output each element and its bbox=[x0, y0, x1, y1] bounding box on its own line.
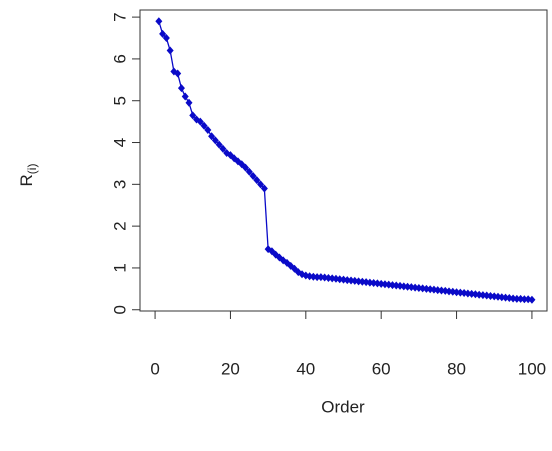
point bbox=[520, 295, 528, 304]
y-tick-label: 6 bbox=[110, 54, 129, 63]
point bbox=[155, 17, 163, 26]
point bbox=[162, 34, 170, 43]
point bbox=[513, 294, 521, 303]
y-axis-label-main: R bbox=[17, 174, 36, 186]
point bbox=[196, 117, 204, 126]
x-tick-label: 20 bbox=[221, 359, 240, 378]
point bbox=[208, 132, 216, 141]
point bbox=[249, 171, 257, 180]
y-tick-label: 5 bbox=[110, 96, 129, 105]
point bbox=[166, 46, 174, 55]
point bbox=[260, 184, 268, 193]
point bbox=[215, 140, 223, 149]
point bbox=[159, 29, 167, 38]
point bbox=[185, 98, 193, 107]
y-tick-label: 3 bbox=[110, 180, 129, 189]
point bbox=[219, 144, 227, 153]
x-tick-label: 60 bbox=[372, 359, 391, 378]
point bbox=[200, 121, 208, 130]
x-axis-label: Order bbox=[321, 397, 365, 416]
plot-box bbox=[139, 9, 548, 312]
point bbox=[177, 84, 185, 93]
point bbox=[189, 111, 197, 120]
x-tick-label: 0 bbox=[150, 359, 159, 378]
point bbox=[313, 273, 321, 282]
point bbox=[174, 69, 182, 78]
point bbox=[242, 163, 250, 172]
x-tick-label: 80 bbox=[447, 359, 466, 378]
y-axis-label: R(i) bbox=[17, 164, 39, 187]
point bbox=[245, 167, 253, 176]
y-tick-label: 2 bbox=[110, 221, 129, 230]
series-line bbox=[158, 21, 532, 301]
y-axis-label-sub: (i) bbox=[25, 164, 39, 175]
point bbox=[181, 92, 189, 101]
point bbox=[211, 136, 219, 145]
point bbox=[204, 125, 212, 134]
point bbox=[257, 180, 265, 189]
y-tick-label: 4 bbox=[110, 138, 129, 147]
point bbox=[253, 176, 261, 185]
x-tick-label: 100 bbox=[518, 359, 546, 378]
y-tick-label: 1 bbox=[110, 263, 129, 272]
y-tick-label: 0 bbox=[110, 305, 129, 314]
point bbox=[528, 295, 536, 304]
y-tick-label: 7 bbox=[110, 12, 129, 21]
x-tick-label: 40 bbox=[296, 359, 315, 378]
